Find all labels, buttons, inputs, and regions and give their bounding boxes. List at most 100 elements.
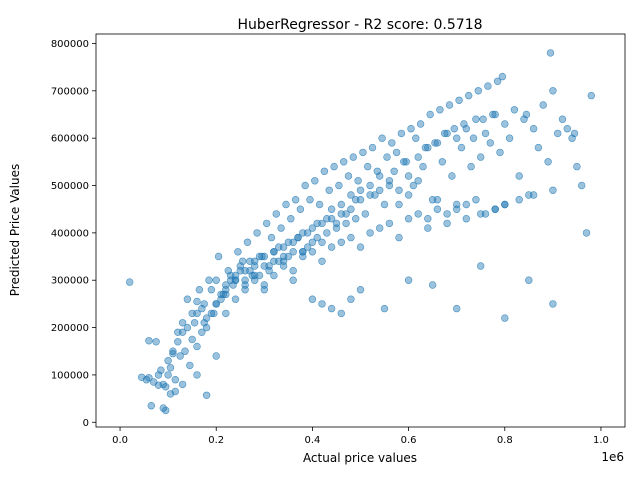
scatter-point xyxy=(224,267,233,275)
scatter-point xyxy=(294,233,302,242)
scatter-point xyxy=(433,196,442,204)
scatter-point xyxy=(455,96,463,105)
scatter-point xyxy=(234,248,242,256)
scatter-point xyxy=(395,186,403,195)
scatter-point xyxy=(428,281,437,289)
y-tick-label: 100000 xyxy=(51,370,89,381)
scatter-point xyxy=(491,205,499,213)
scatter-point xyxy=(477,153,485,161)
scatter-point xyxy=(414,153,422,161)
scatter-point xyxy=(337,238,345,247)
scatter-point xyxy=(416,120,425,128)
scatter-point xyxy=(453,200,461,209)
scatter-point xyxy=(279,243,288,251)
x-tick-label: 0.0 xyxy=(112,435,128,446)
scatter-point xyxy=(539,101,547,109)
scatter-point xyxy=(171,376,180,384)
scatter-point xyxy=(178,328,187,336)
scatter-point xyxy=(212,352,220,360)
scatter-point xyxy=(214,252,223,261)
scatter-point xyxy=(520,115,528,123)
scatter-point xyxy=(392,148,401,157)
scatter-point xyxy=(438,158,446,166)
scatter-point xyxy=(558,115,567,123)
scatter-point xyxy=(376,186,384,195)
scatter-point xyxy=(299,248,307,256)
scatter-point xyxy=(573,162,581,171)
scatter-point xyxy=(251,262,259,270)
scatter-point xyxy=(390,167,398,176)
scatter-point xyxy=(241,276,249,284)
scatter-point xyxy=(171,387,180,396)
scatter-point xyxy=(354,177,362,185)
scatter-point xyxy=(421,143,430,152)
scatter-point xyxy=(251,276,259,284)
scatter-point xyxy=(253,229,261,237)
scatter-point xyxy=(359,148,367,157)
scatter-point xyxy=(445,101,454,109)
scatter-point xyxy=(270,248,278,256)
scatter-point xyxy=(265,267,273,275)
x-tick-label: 0.2 xyxy=(208,435,224,446)
scatter-point xyxy=(347,205,355,213)
scatter-point xyxy=(546,49,555,57)
scatter-point xyxy=(193,309,201,318)
scatter-point xyxy=(515,196,523,204)
scatter-point xyxy=(577,181,586,190)
scatter-point xyxy=(409,181,418,190)
scatter-point xyxy=(337,210,345,218)
scatter-point xyxy=(198,328,206,336)
scatter-point xyxy=(212,300,220,308)
scatter-point xyxy=(347,191,355,199)
scatter-point xyxy=(462,124,470,133)
scatter-point xyxy=(272,210,280,218)
scatter-point xyxy=(349,153,357,161)
scatter-point xyxy=(582,229,591,237)
scatter-point xyxy=(404,191,413,199)
scatter-point xyxy=(176,352,184,360)
y-tick-label: 400000 xyxy=(51,228,89,239)
scatter-point xyxy=(270,257,278,265)
scatter-point xyxy=(306,196,314,204)
scatter-point xyxy=(289,238,297,247)
scatter-point xyxy=(489,110,497,119)
scatter-point xyxy=(164,371,172,379)
scatter-point xyxy=(243,238,252,247)
scatter-point xyxy=(474,87,482,95)
scatter-point xyxy=(400,158,408,166)
scatter-point xyxy=(330,162,338,171)
scatter-point xyxy=(376,224,384,232)
scatter-point xyxy=(457,143,466,152)
scatter-point xyxy=(472,196,480,204)
scatter-point xyxy=(344,172,353,180)
scatter-point xyxy=(491,110,499,119)
scatter-point xyxy=(469,134,478,142)
scatter-point xyxy=(356,196,365,204)
x-axis-label: Actual price values xyxy=(303,451,417,465)
scatter-point xyxy=(260,262,268,270)
scatter-point xyxy=(212,276,220,284)
scatter-point xyxy=(258,252,266,261)
scatter-point xyxy=(388,139,396,147)
scatter-point xyxy=(340,158,348,166)
scatter-point xyxy=(327,304,336,313)
points-layer xyxy=(125,49,595,415)
scatter-point xyxy=(460,120,468,128)
scatter-point xyxy=(287,215,295,223)
scatter-point xyxy=(277,224,285,232)
scatter-point xyxy=(289,276,297,284)
scatter-point xyxy=(231,276,240,284)
scatter-point xyxy=(397,129,406,138)
scatter-point xyxy=(407,124,415,133)
scatter-point xyxy=(356,286,365,294)
scatter-point xyxy=(193,342,201,351)
scatter-point xyxy=(424,224,432,232)
scatter-point xyxy=(186,361,194,370)
y-tick-label: 800000 xyxy=(51,39,89,50)
scatter-point xyxy=(198,304,206,313)
scatter-point xyxy=(366,191,374,199)
x-tick-label: 0.4 xyxy=(304,435,320,446)
scatter-point xyxy=(436,106,444,114)
scatter-point xyxy=(181,347,189,355)
scatter-point xyxy=(515,172,523,180)
